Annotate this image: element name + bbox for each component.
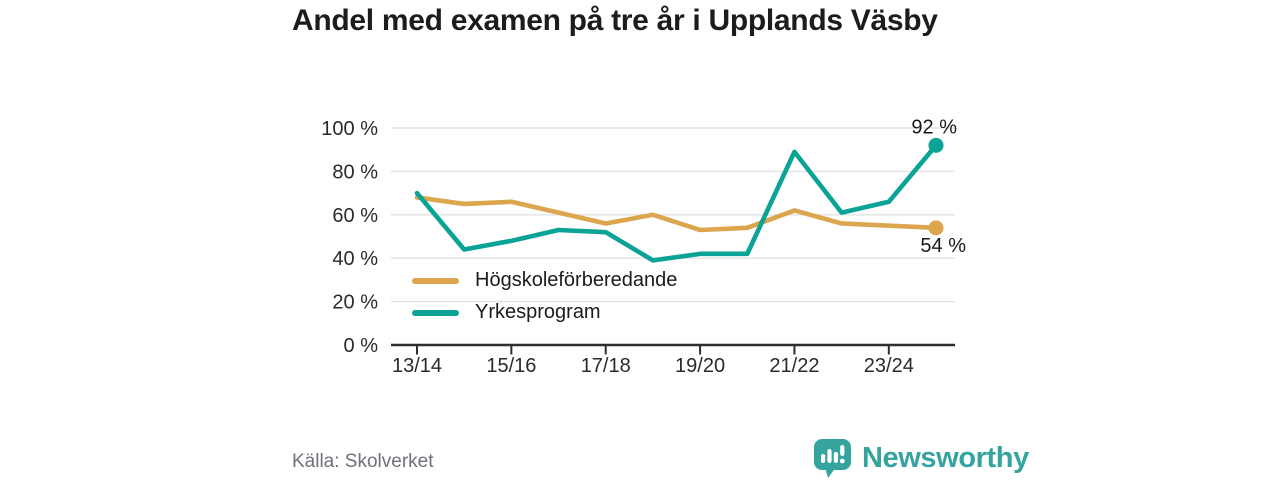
- chart-title: Andel med examen på tre år i Upplands Vä…: [292, 4, 938, 37]
- x-axis-tick-label: 19/20: [675, 355, 725, 377]
- series-end-dot: [928, 220, 944, 236]
- y-axis-tick-label: 60 %: [332, 205, 378, 227]
- chart-legend: Högskoleförberedande Yrkesprogram: [412, 265, 677, 328]
- legend-item-hogskoleforberedande: Högskoleförberedande: [412, 265, 677, 296]
- y-axis-tick-label: 80 %: [332, 161, 378, 183]
- x-axis-tick-label: 21/22: [769, 355, 819, 377]
- y-axis-tick-label: 100 %: [321, 118, 378, 140]
- y-axis-tick-label: 40 %: [332, 248, 378, 270]
- x-axis-tick-label: 13/14: [392, 355, 442, 377]
- legend-label: Högskoleförberedande: [475, 269, 678, 291]
- x-axis-tick-label: 17/18: [581, 355, 631, 377]
- legend-label: Yrkesprogram: [475, 301, 601, 323]
- newsworthy-logo-icon: [814, 439, 851, 478]
- source-caption: Källa: Skolverket: [292, 451, 434, 472]
- series-end-label: 54 %: [920, 235, 966, 257]
- y-axis-tick-label: 20 %: [332, 292, 378, 314]
- x-axis-tick-label: 23/24: [864, 355, 914, 377]
- y-axis-tick-label: 0 %: [344, 335, 379, 357]
- newsworthy-wordmark: Newsworthy: [862, 441, 1029, 474]
- series-end-label: 92 %: [911, 116, 957, 138]
- newsworthy-logo: Newsworthy: [813, 438, 1029, 478]
- series-line: [414, 143, 939, 263]
- series-end-dot: [928, 137, 944, 153]
- legend-swatch-yrkesprogram: [412, 309, 459, 316]
- x-axis-tick-label: 15/16: [486, 355, 536, 377]
- legend-item-yrkesprogram: Yrkesprogram: [412, 297, 677, 328]
- legend-swatch-hogskoleforberedande: [412, 277, 459, 284]
- series-line: [414, 195, 939, 233]
